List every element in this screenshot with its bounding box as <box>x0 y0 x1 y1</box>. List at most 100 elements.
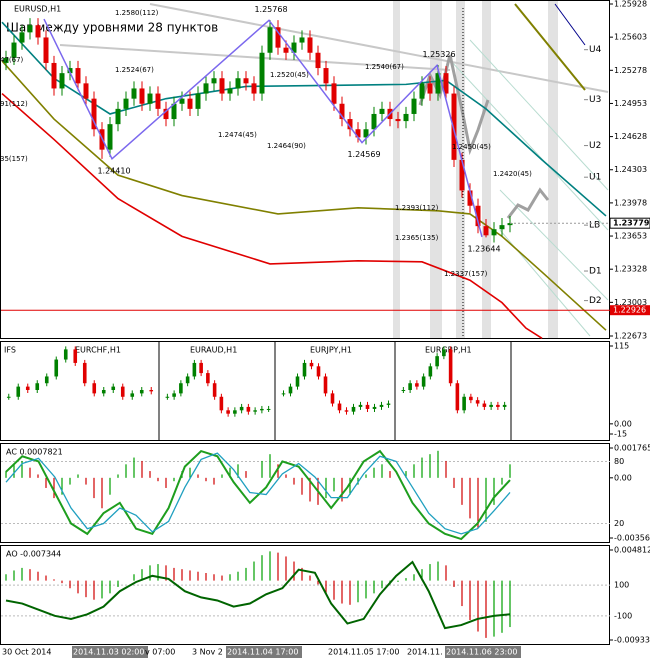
y-tick-label: 0.004812 <box>614 546 650 555</box>
candle-body <box>195 93 201 109</box>
mini-candle <box>469 396 473 401</box>
mini-candle <box>120 386 125 397</box>
level-annotation: 35(157) <box>0 155 28 163</box>
candle-body <box>75 68 81 84</box>
channel-line <box>499 189 609 301</box>
channel-line <box>514 3 586 91</box>
mini-candle <box>408 383 412 390</box>
mini-candle <box>206 373 210 384</box>
mini-candle <box>172 393 176 397</box>
candle-body <box>323 68 329 84</box>
y2-tick-label: -100 <box>614 611 632 620</box>
candle-body <box>435 73 441 94</box>
mini-candle <box>302 362 307 377</box>
candle-body <box>131 88 137 99</box>
channel-line <box>449 59 609 231</box>
trend-line <box>59 44 451 71</box>
candle-body <box>259 52 265 94</box>
mini-candle <box>139 390 144 394</box>
mini-candle <box>185 376 190 384</box>
candle-body <box>155 93 161 109</box>
mini-candle <box>281 393 286 395</box>
candle-body <box>483 226 489 236</box>
mini-candle <box>489 404 493 407</box>
panel-frame <box>0 443 610 543</box>
mini-candle <box>482 403 487 407</box>
alert-price: 1.22926 <box>613 306 646 315</box>
candle-body <box>443 73 449 94</box>
mini-candle <box>101 390 106 394</box>
candle-body <box>59 73 65 89</box>
candle-body <box>123 98 129 109</box>
y-tick-label: 0.001765 <box>614 444 650 453</box>
alert-box <box>610 305 650 316</box>
candle-body <box>3 57 9 63</box>
candle-body <box>163 108 169 120</box>
candle-body <box>11 42 17 58</box>
candle-body <box>355 129 361 138</box>
mini-candle <box>337 403 342 411</box>
forecast-line <box>506 187 550 219</box>
x-tick-label: 30 Oct 2014 <box>2 648 51 657</box>
mini-candle <box>149 390 154 392</box>
mini-candle <box>323 376 328 394</box>
mini-candle <box>179 383 183 394</box>
y2-tick-label: 80 <box>614 457 624 466</box>
candle-body <box>499 225 505 230</box>
candle-body <box>147 93 153 104</box>
mini-candle <box>475 400 480 404</box>
candle-body <box>51 62 57 89</box>
level-annotation: 91(112) <box>0 100 28 108</box>
level-label: U3 <box>589 95 601 105</box>
candle-body <box>427 83 433 94</box>
mini-candle <box>111 386 116 390</box>
main-frame <box>0 0 610 339</box>
panel-frame <box>0 545 610 645</box>
candle-body <box>379 108 385 114</box>
session-band <box>393 1 400 338</box>
candle-body <box>91 98 97 130</box>
level-annotation: 1.2365(135) <box>395 234 439 242</box>
y-tick-label: 1.23978 <box>614 198 647 207</box>
mini-candle <box>73 349 78 363</box>
candle-body <box>27 25 33 33</box>
level-annotation: 1.2450(45) <box>452 143 491 151</box>
mini-candle <box>199 362 203 374</box>
candle-body <box>235 78 241 89</box>
session-band <box>482 1 491 338</box>
mini-candle <box>496 404 500 407</box>
candle-body <box>211 78 217 84</box>
mini-candle <box>16 386 21 397</box>
x-tick-label: 2014.11.05 17:00 <box>328 648 399 657</box>
trend-line <box>149 3 609 93</box>
mini-candle <box>428 366 433 377</box>
mini-candle <box>25 386 30 390</box>
candle-body <box>347 119 353 130</box>
mini-candle <box>372 406 377 409</box>
mini-candle <box>462 396 466 411</box>
mini-candle <box>260 408 264 411</box>
series-label: EURCHF,H1 <box>75 346 121 355</box>
y-tick-label: 1.24628 <box>614 132 647 141</box>
y-tick-label: 1.25603 <box>614 33 647 42</box>
candle-body <box>403 113 409 122</box>
candle-body <box>451 93 457 160</box>
candle-body <box>299 37 305 43</box>
level-label: U2 <box>589 141 601 151</box>
chart-subtitle: Шаг между уровнями 28 пунктов <box>6 21 218 35</box>
x-tick-label: 2014.11. <box>407 648 443 657</box>
candle-body <box>83 83 89 99</box>
level-annotation: 1.2420(45) <box>493 170 532 178</box>
candle-body <box>35 25 41 38</box>
channel-line <box>554 3 586 46</box>
mini-candle <box>330 393 335 404</box>
candle-body <box>371 113 377 130</box>
mini-candle <box>455 383 460 411</box>
candle-body <box>491 229 497 236</box>
mini-candle <box>266 408 271 410</box>
candle-body <box>219 78 225 94</box>
level-annotation: 1.2520(45) <box>270 71 309 79</box>
level-label: D2 <box>589 296 602 306</box>
mini-candle <box>421 376 426 387</box>
